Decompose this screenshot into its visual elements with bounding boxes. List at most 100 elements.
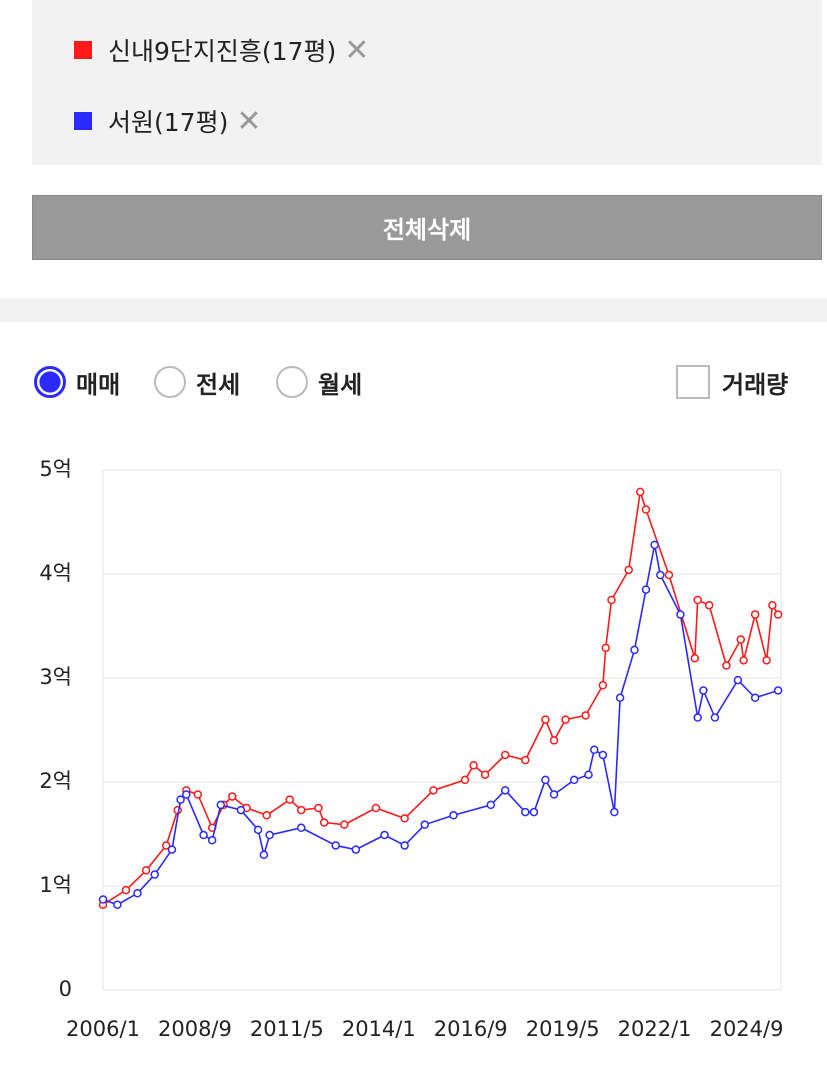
data-point [500,750,510,760]
legend-item: 신내9단지진흥(17평) ✕ [74,32,369,68]
data-point [351,845,361,854]
data-point [561,715,570,724]
x-tick-label: 2011/5 [250,1017,324,1041]
data-point [207,835,217,845]
data-point [259,850,269,860]
radio[interactable] [154,366,186,398]
remove-button[interactable]: ✕ [344,32,370,68]
legend-label: 신내9단지진흥(17평) [108,37,337,66]
data-point [285,795,294,804]
chart: 0 1억 2억 3억 4억 5억 2006/1 2008/9 2011/5 2014/1 2016/… [39,457,784,1041]
data-point [710,713,720,722]
data-point [314,803,323,813]
radio-label: 전세 [196,370,241,399]
data-point [736,635,746,644]
legend-swatch [74,112,92,130]
data-point [216,800,226,810]
data-point [253,825,263,835]
radio-option[interactable]: 월세 [276,364,362,400]
checkbox[interactable] [676,365,710,399]
clear-all-button[interactable]: 전체삭제 [32,195,822,260]
data-point [150,870,159,879]
data-point [500,786,510,795]
data-point [228,792,237,801]
data-point [569,775,579,785]
data-point [768,600,777,610]
data-point [176,795,185,804]
data-point [549,790,559,799]
data-point [762,656,771,665]
data-point [141,866,151,875]
data-point [693,595,702,605]
radio-label: 월세 [318,370,363,399]
data-point [331,841,340,850]
data-point [739,656,748,665]
y-tick-label: 1억 [39,873,72,897]
data-point [601,643,611,653]
data-point [429,786,438,795]
data-point [199,830,208,840]
data-point [750,693,760,703]
data-point [371,803,381,813]
data-point [733,675,743,685]
data-point [98,895,108,904]
data-point [319,818,329,827]
x-tick-label: 2024/9 [710,1017,784,1041]
x-tick-label: 2014/1 [342,1017,416,1041]
data-point [598,681,608,690]
legend-item: 서원(17평) ✕ [74,103,261,139]
data-point [584,770,593,779]
radio[interactable] [34,366,66,398]
data-point [641,585,651,594]
data-point [521,807,530,817]
plot-frame [102,469,782,991]
data-point [722,661,731,670]
x-tick-label: 2016/9 [434,1017,508,1041]
data-point [380,830,389,840]
data-point [469,761,478,770]
data-point [121,885,131,895]
data-point [486,800,496,810]
radio-option[interactable]: 매매 [34,364,120,400]
radio[interactable] [276,366,308,398]
data-point [529,807,539,817]
checkbox-label: 거래량 [722,370,789,399]
checkbox-option[interactable]: 거래량 [676,364,788,400]
remove-button[interactable]: ✕ [236,103,262,139]
data-point [750,610,760,619]
data-point [480,770,490,779]
data-point [598,750,608,760]
data-point [521,755,530,765]
data-point [541,775,550,785]
data-point [610,807,619,817]
data-point [296,823,306,833]
data-point [650,540,659,550]
data-point [400,841,409,850]
y-tick-label: 2억 [39,769,72,793]
data-point [630,645,639,655]
y-tick-label: 4억 [39,561,72,585]
radio-label: 매매 [76,370,121,399]
data-point [590,745,599,755]
data-point [161,841,171,850]
data-point [581,711,590,720]
data-point [607,595,616,605]
data-point [236,805,246,815]
data-point [400,814,409,823]
data-point [693,713,702,722]
data-point [676,610,685,619]
data-point [615,693,625,703]
data-point [265,830,274,840]
y-tick-label: 0 [59,977,72,1001]
data-point [690,653,700,663]
legend-swatch [74,41,92,59]
data-point [549,736,559,745]
y-tick-label: 5억 [39,457,72,481]
data-point [113,900,122,909]
data-point [699,686,708,695]
radio-option[interactable]: 전세 [154,364,240,400]
data-point [541,715,550,724]
data-point [704,600,714,610]
series-line [102,491,779,906]
